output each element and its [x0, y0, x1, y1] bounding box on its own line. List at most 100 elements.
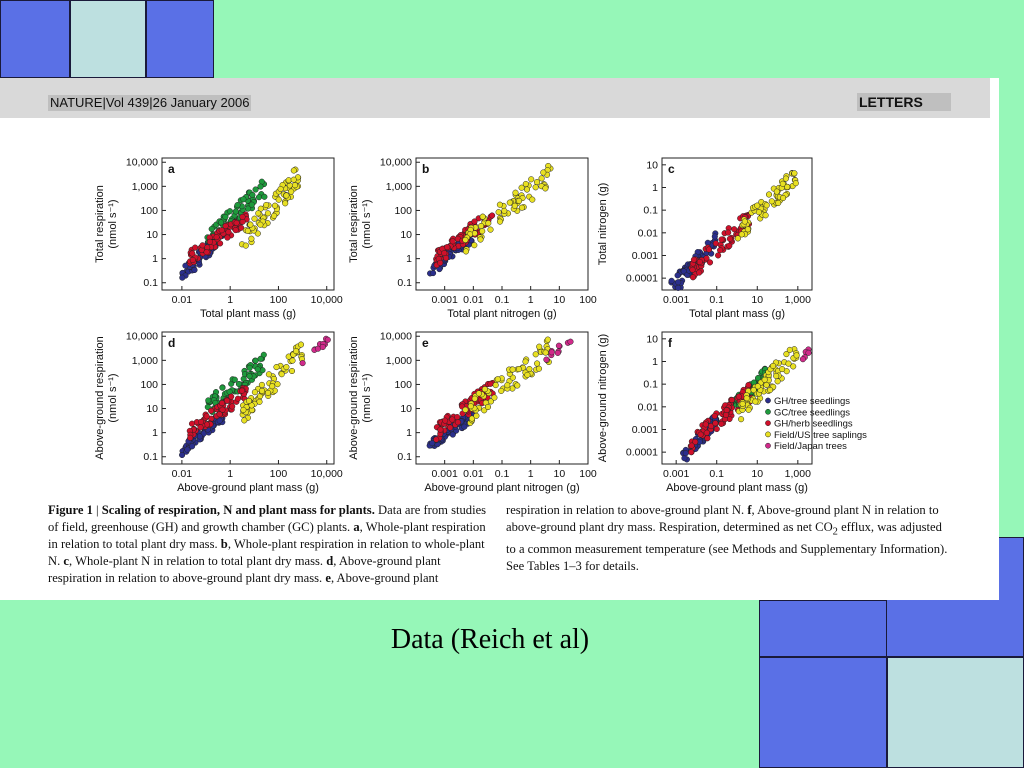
data-point: [704, 435, 711, 442]
data-point: [257, 355, 264, 362]
y-tick-label: 100: [394, 379, 412, 391]
data-point: [179, 451, 186, 459]
data-point: [534, 360, 541, 367]
data-point: [496, 218, 504, 225]
data-point: [779, 366, 786, 373]
data-point: [522, 358, 529, 365]
data-point: [711, 412, 718, 420]
data-point: [264, 389, 272, 396]
data-point: [726, 242, 733, 249]
data-point: [232, 227, 239, 234]
y-tick-label: 10,000: [380, 331, 412, 343]
data-point: [485, 220, 492, 227]
data-point: [538, 175, 545, 182]
data-point: [542, 185, 549, 192]
panel-d: d 0.01 1 100 10,000 0.1 1 10 100 1,000 10,000 Above…: [94, 331, 343, 494]
y-tick-label: 10,000: [380, 157, 412, 169]
data-point: [218, 400, 226, 407]
data-point: [768, 198, 775, 205]
legend-entry: Field/US tree saplings: [774, 430, 867, 441]
y-tick-label: 100: [394, 205, 412, 217]
data-point: [478, 222, 485, 230]
data-point: [529, 196, 536, 203]
y-axis-units: (nmol s⁻¹): [107, 199, 119, 248]
y-tick-label: 1: [406, 427, 412, 439]
y-tick-label: 10: [400, 403, 412, 415]
y-tick-label: 10: [646, 159, 658, 171]
data-point: [515, 366, 523, 373]
legend-marker: [765, 431, 771, 438]
data-point: [773, 188, 780, 195]
x-tick-label: 1,000: [785, 468, 811, 480]
figure-caption: Figure 1 | Scaling of respiration, N and…: [48, 502, 948, 590]
panel-letter: c: [668, 162, 675, 176]
data-point: [536, 343, 543, 350]
data-point: [487, 380, 494, 387]
caption-panel-label: b: [220, 537, 228, 551]
x-tick-label: 10: [553, 294, 565, 306]
data-point: [263, 201, 270, 209]
legend-marker: [765, 408, 771, 415]
x-tick-label: 100: [270, 468, 288, 480]
y-tick-label: 1: [152, 427, 158, 439]
data-point: [228, 393, 235, 400]
data-point: [290, 176, 297, 183]
plot-frame: [661, 331, 813, 465]
data-point: [509, 366, 516, 373]
panel-e: e 0.001 0.01 0.1 1 10 100 0.1 1 10 100 1,000 10,000 A…: [348, 331, 597, 494]
data-point: [533, 179, 541, 186]
data-point: [271, 202, 279, 209]
caption-panel-label: f: [747, 503, 752, 517]
x-tick-label: 0.001: [432, 294, 458, 306]
caption-separator: |: [92, 503, 102, 517]
data-point: [770, 362, 777, 369]
data-point: [261, 193, 268, 200]
data-point: [555, 342, 562, 349]
data-point: [269, 383, 276, 390]
data-point: [231, 376, 238, 383]
x-tick-label: 1: [227, 468, 233, 480]
x-tick-label: 0.01: [172, 468, 193, 480]
x-tick-label: 1,000: [785, 294, 811, 306]
data-point: [240, 406, 247, 413]
data-point: [258, 381, 265, 388]
y-tick-label: 0.001: [632, 250, 658, 262]
data-point: [692, 438, 699, 445]
data-point: [257, 205, 264, 212]
data-point: [189, 256, 196, 264]
y-tick-label: 10,000: [126, 157, 158, 169]
data-point: [234, 202, 241, 209]
y-tick-label: 1,000: [386, 355, 412, 367]
panel-a: a 0.01 1 100 10,000 0.1 1 10 100 1,000 10,000 Total…: [94, 157, 343, 320]
data-point: [754, 202, 761, 209]
y-tick-label: 0.1: [643, 379, 658, 391]
data-point: [208, 407, 215, 414]
data-point: [717, 247, 724, 254]
data-point: [197, 424, 204, 431]
data-point: [449, 238, 456, 245]
data-point: [454, 419, 462, 426]
caption-subscript: 2: [832, 526, 838, 538]
panel-letter: e: [422, 336, 429, 350]
caption-text: , Whole-plant respiration in relation to…: [48, 537, 485, 568]
y-tick-label: 0.0001: [626, 447, 658, 459]
figure-panels: a 0.01 1 100 10,000 0.1 1 10 100 1,000 10,000 Total…: [94, 157, 867, 494]
data-point: [429, 440, 436, 447]
data-point: [728, 396, 735, 404]
y-tick-label: 1,000: [132, 181, 158, 193]
data-point: [494, 376, 501, 383]
data-point: [238, 387, 246, 394]
y-tick-label: 1: [152, 253, 158, 265]
data-point: [430, 270, 437, 277]
data-point: [244, 227, 251, 234]
data-point: [274, 381, 281, 388]
data-point: [260, 351, 267, 358]
data-point: [208, 225, 215, 233]
data-point: [283, 192, 290, 199]
data-point: [291, 182, 299, 189]
legend-entry: GH/tree seedlings: [774, 396, 850, 407]
data-point: [288, 188, 295, 195]
data-point: [467, 403, 474, 410]
y-tick-label: 1,000: [386, 181, 412, 193]
caption-panel-label: a: [353, 520, 360, 534]
